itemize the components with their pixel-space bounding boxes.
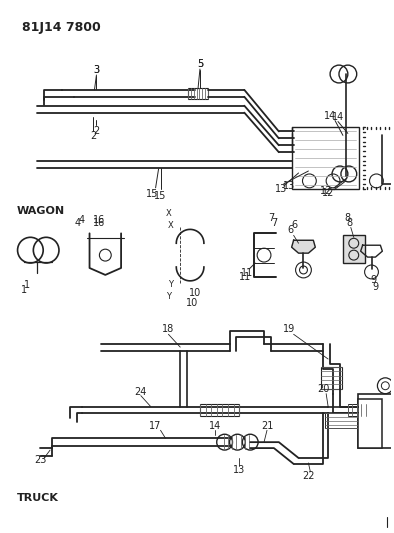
Text: 81J14 7800: 81J14 7800 — [22, 21, 101, 34]
Text: 16: 16 — [93, 219, 106, 229]
Bar — [325, 414, 358, 429]
Text: 4: 4 — [78, 215, 85, 225]
Text: TRUCK: TRUCK — [17, 492, 58, 503]
Text: 17: 17 — [149, 421, 162, 431]
Text: 9: 9 — [372, 282, 379, 292]
Text: 13: 13 — [275, 184, 287, 194]
Text: 15: 15 — [154, 191, 167, 201]
Text: 6: 6 — [288, 225, 294, 236]
Polygon shape — [292, 240, 315, 253]
Text: 12: 12 — [322, 188, 335, 198]
Text: 16: 16 — [93, 215, 106, 225]
Text: X: X — [167, 221, 173, 230]
Text: 14: 14 — [332, 111, 344, 122]
Text: 11: 11 — [241, 268, 253, 278]
Text: 1: 1 — [24, 280, 30, 290]
Bar — [292, 127, 359, 189]
Bar — [358, 394, 394, 448]
Text: 13: 13 — [233, 465, 245, 475]
Text: 14: 14 — [324, 110, 336, 120]
Text: 14: 14 — [208, 421, 221, 431]
Text: 3: 3 — [93, 65, 100, 75]
Bar — [321, 367, 342, 389]
Text: 5: 5 — [197, 59, 203, 69]
Text: X: X — [165, 209, 171, 218]
Text: 11: 11 — [239, 272, 251, 282]
Text: 8: 8 — [347, 219, 353, 229]
Text: 5: 5 — [197, 59, 203, 69]
Text: 12: 12 — [320, 186, 333, 196]
Text: 7: 7 — [271, 219, 277, 229]
Bar — [358, 399, 382, 448]
Text: 19: 19 — [282, 325, 295, 334]
Text: 9: 9 — [370, 275, 377, 285]
Text: 3: 3 — [93, 65, 100, 75]
Bar — [188, 88, 208, 99]
Text: 4: 4 — [74, 219, 81, 229]
Text: 1: 1 — [21, 285, 28, 295]
Text: 7: 7 — [268, 213, 274, 222]
Text: 22: 22 — [302, 471, 315, 481]
Bar — [343, 236, 364, 263]
Text: Y: Y — [168, 280, 173, 289]
Text: 6: 6 — [292, 221, 297, 230]
Text: 2: 2 — [90, 131, 97, 141]
Bar — [200, 403, 240, 416]
Text: 18: 18 — [162, 325, 175, 334]
Text: 24: 24 — [135, 386, 147, 397]
Text: 2: 2 — [93, 126, 100, 136]
Text: 10: 10 — [186, 297, 198, 308]
Text: 10: 10 — [189, 288, 201, 298]
Text: 13: 13 — [282, 181, 295, 191]
Text: Y: Y — [166, 292, 171, 301]
Text: 21: 21 — [261, 421, 273, 431]
Text: 23: 23 — [34, 455, 46, 465]
Text: 20: 20 — [317, 384, 329, 394]
Bar — [348, 403, 366, 416]
Text: 8: 8 — [345, 213, 351, 222]
Text: 15: 15 — [147, 189, 159, 199]
Text: WAGON: WAGON — [17, 206, 65, 216]
